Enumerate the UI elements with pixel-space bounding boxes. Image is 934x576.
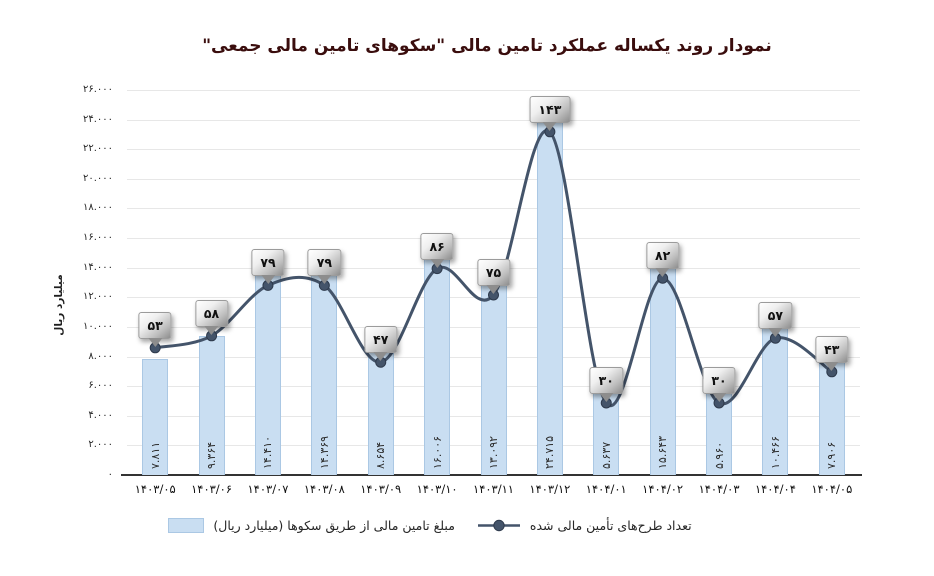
bar-value-label: ۱۴.۴۱۰: [261, 435, 275, 469]
x-axis-label: ۱۴۰۳/۰۶: [191, 482, 233, 496]
y-axis-label: ۰: [107, 469, 113, 480]
x-axis-label: ۱۴۰۴/۰۳: [698, 482, 740, 496]
bar: [536, 109, 563, 475]
count-callout: ۷۹: [251, 249, 285, 285]
count-callout: ۴۷: [364, 326, 398, 362]
gridline: [127, 178, 860, 180]
gridline: [127, 90, 860, 91]
x-axis-label: ۱۴۰۴/۰۴: [754, 482, 796, 496]
count-callout: ۱۴۳: [529, 95, 571, 131]
y-axis-label: ۶.۰۰۰: [88, 380, 113, 392]
y-axis-label: ۱۲.۰۰۰: [82, 291, 113, 303]
bar-value-label: ۷.۸۱۱: [148, 441, 162, 469]
bar-value-label: ۱۳.۰۹۲: [487, 435, 500, 469]
legend-item-count: تعداد طرح‌های تأمین مالی شده: [477, 518, 692, 533]
count-callout: ۴۳: [815, 335, 849, 371]
chart-title: نمودار روند یکساله عملکرد تامین مالی "سک…: [202, 36, 772, 56]
y-axis-label: ۲۴.۰۰۰: [82, 113, 113, 125]
y-axis-label: ۲۰.۰۰۰: [82, 172, 113, 184]
y-axis-label: ۲۶.۰۰۰: [82, 84, 113, 95]
gridline: [127, 208, 860, 210]
y-axis-label: ۴.۰۰۰: [88, 409, 113, 421]
count-callout: ۳۰: [702, 367, 736, 402]
gridline: [127, 119, 860, 121]
bar-value-label: ۱۶.۰۰۶: [430, 435, 444, 469]
gridline: [127, 238, 860, 240]
bar-value-label: ۸.۶۵۴: [374, 441, 388, 469]
legend: مبلغ تامین مالی از طریق سکوها (میلیارد ر…: [0, 518, 860, 533]
bar-value-label: ۲۴.۷۱۵: [543, 435, 557, 469]
bar-value-label: ۱۵.۶۴۳: [656, 435, 670, 469]
x-axis-label: ۱۴۰۳/۰۷: [247, 482, 289, 496]
bar-value-label: ۹.۳۶۴: [205, 441, 219, 469]
x-axis-label: ۱۴۰۴/۰۵: [811, 482, 853, 496]
count-callout: ۵۸: [194, 299, 229, 335]
count-callout: ۵۳: [138, 311, 172, 347]
x-axis-label: ۱۴۰۳/۱۲: [529, 482, 571, 496]
gridline: [127, 149, 860, 151]
x-axis-label: ۱۴۰۳/۰۹: [360, 482, 402, 496]
bar-value-label: ۵.۶۳۷: [599, 441, 613, 469]
bar-value-label: ۱۴.۳۶۹: [317, 435, 331, 469]
bar-value-label: ۵.۹۶۰: [712, 441, 726, 469]
count-callout: ۵۷: [758, 302, 793, 338]
y-axis-label: ۸.۰۰۰: [88, 350, 113, 362]
legend-item-amount: مبلغ تامین مالی از طریق سکوها (میلیارد ر…: [168, 518, 455, 533]
count-callout: ۸۲: [646, 242, 680, 278]
x-axis-label: ۱۴۰۴/۰۲: [642, 482, 684, 496]
x-axis-label: ۱۴۰۳/۰۸: [303, 482, 345, 496]
x-axis-label: ۱۴۰۳/۱۱: [473, 482, 514, 496]
y-axis-label: ۱۸.۰۰۰: [82, 202, 113, 214]
count-callout: ۸۶: [420, 232, 454, 268]
x-axis-label: ۱۴۰۴/۰۱: [585, 482, 627, 496]
count-callout: ۷۹: [307, 249, 341, 285]
count-callout: ۷۵: [476, 259, 511, 294]
y-axis-label: ۲.۰۰۰: [88, 439, 113, 451]
y-axis-label: ۱۶.۰۰۰: [82, 232, 113, 244]
x-axis-label: ۱۴۰۳/۱۰: [416, 482, 458, 496]
bar-value-label: ۷.۹۰۶: [825, 441, 839, 469]
bar-value-label: ۱۰.۴۶۶: [768, 435, 782, 469]
legend-bar-swatch-icon: [168, 518, 205, 533]
count-callout: ۳۰: [589, 367, 623, 402]
x-axis-line: [121, 474, 862, 476]
x-axis-label: ۱۴۰۳/۰۵: [134, 482, 176, 496]
y-axis-label: ۱۴.۰۰۰: [82, 261, 113, 273]
legend-line-label: تعداد طرح‌های تأمین مالی شده: [529, 518, 692, 533]
plot-area: ۷.۸۱۱ ۹.۳۶۴ ۱۴.۴۱۰ ۱۴.۳۶۹ ۸.۶۵۴ ۱۶.۰۰۶ ۱۳.۰۹۲ ۲…: [121, 90, 862, 476]
y-axis-label: ۲۲.۰۰۰: [82, 143, 113, 155]
y-axis-label: ۱۰.۰۰۰: [82, 320, 113, 332]
legend-line-marker-icon: [477, 519, 520, 532]
y-axis-title: میلیارد ریال: [53, 274, 65, 336]
x-axis-tick-labels: ۱۴۰۳/۰۵ ۱۴۰۳/۰۶ ۱۴۰۳/۰۷ ۱۴۰۳/۰۸ ۱۴۰۳/۰۹ ۱۴۰۳/…: [127, 482, 860, 500]
legend-bar-label: مبلغ تامین مالی از طریق سکوها (میلیارد ر…: [213, 518, 455, 533]
